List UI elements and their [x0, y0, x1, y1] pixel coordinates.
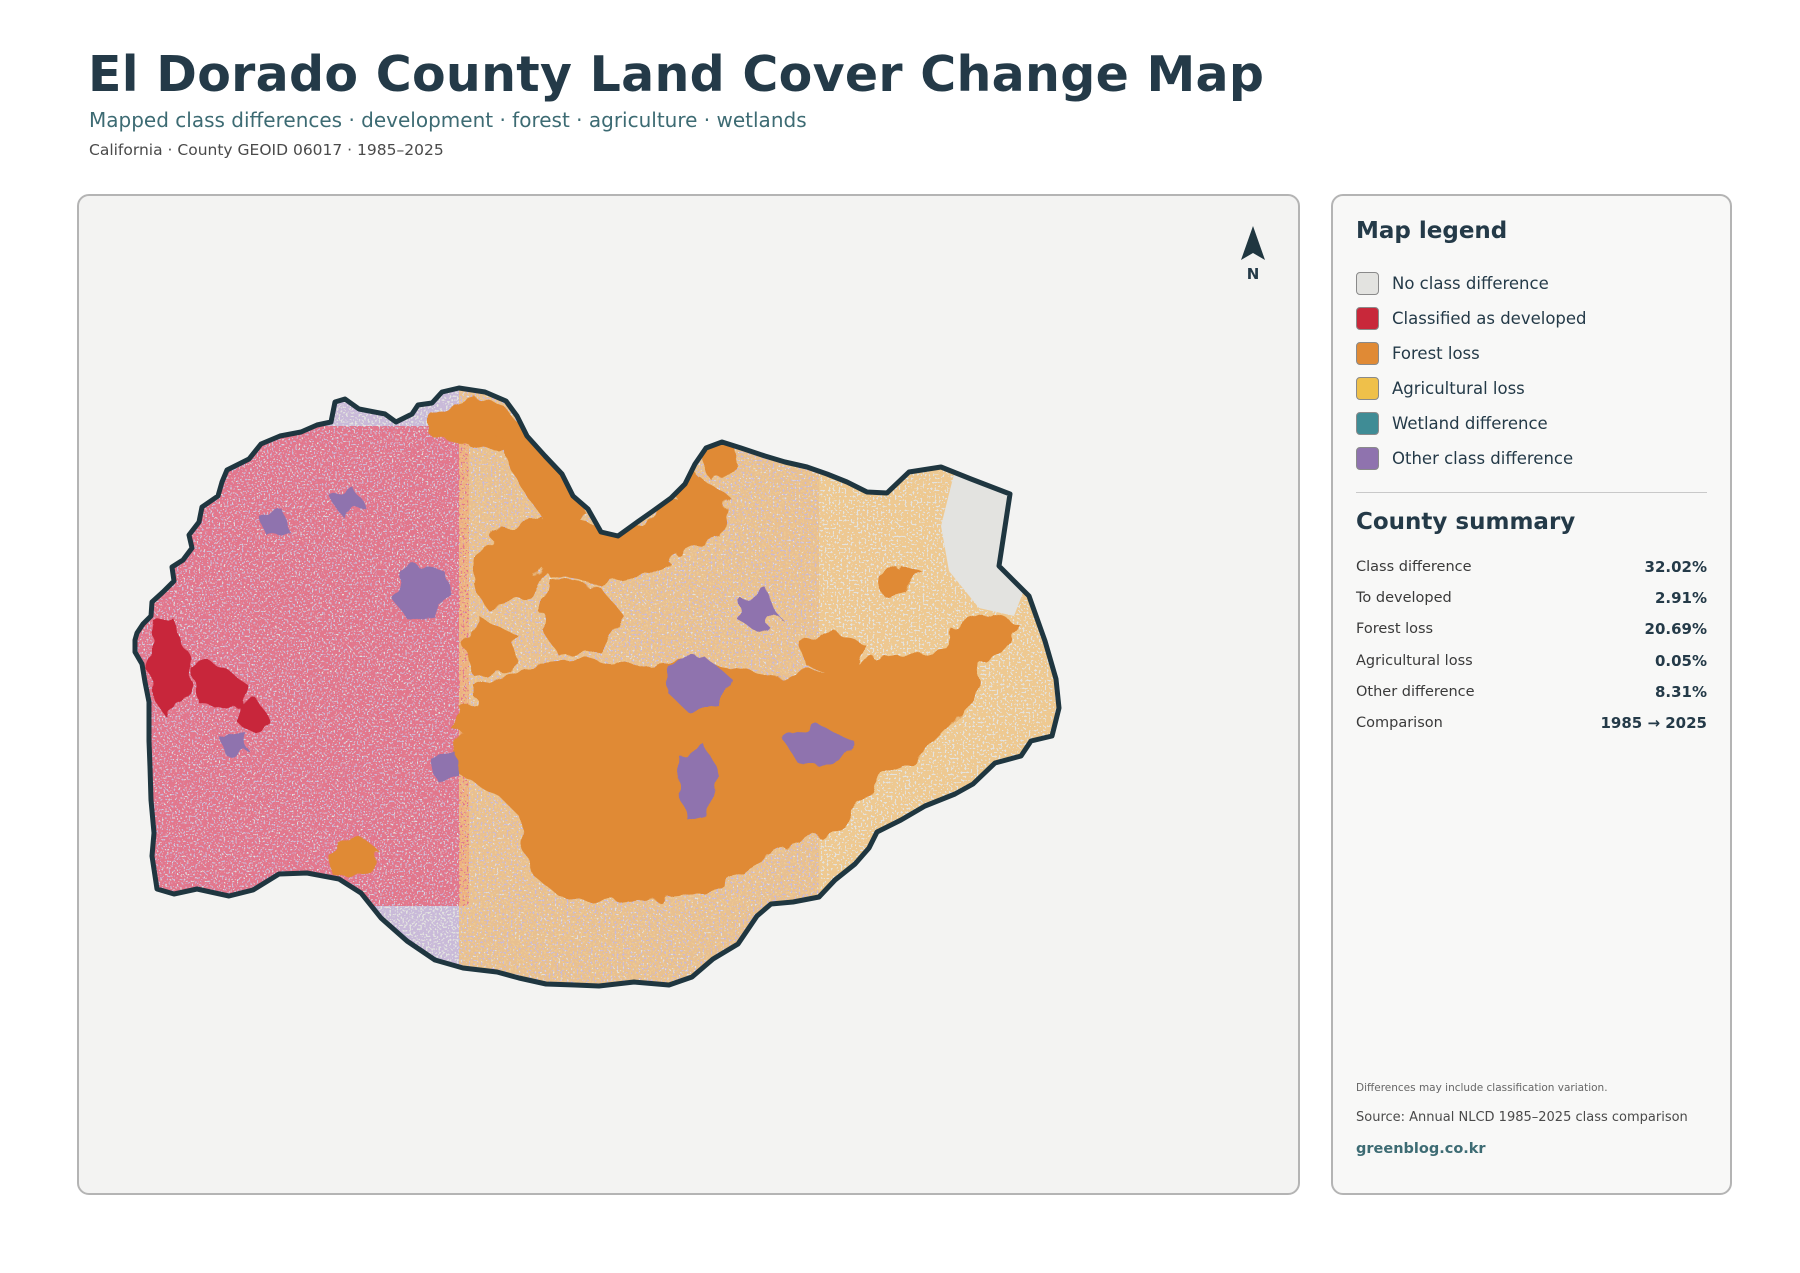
legend-label: Classified as developed [1392, 309, 1587, 328]
summary-value: 2.91% [1654, 588, 1707, 607]
legend-item-agricultural-loss: Agricultural loss [1356, 371, 1587, 406]
legend-item-wetland: Wetland difference [1356, 406, 1587, 441]
legend-item-developed: Classified as developed [1356, 301, 1587, 336]
legend-swatch-wetland [1356, 412, 1379, 435]
summary-row-forest-loss: Forest loss 20.69% [1356, 614, 1707, 645]
summary-value: 0.05% [1654, 651, 1707, 670]
developed-areas [151, 616, 269, 731]
summary-row-other-difference: Other difference 8.31% [1356, 676, 1707, 707]
summary-value: 1985 → 2025 [1600, 714, 1707, 733]
legend-swatch-other [1356, 447, 1379, 470]
legend-label: Agricultural loss [1392, 379, 1525, 398]
legend-item-no-change: No class difference [1356, 266, 1587, 301]
summary-label: To developed [1356, 589, 1452, 606]
summary-row-to-developed: To developed 2.91% [1356, 582, 1707, 613]
legend-title: Map legend [1356, 218, 1508, 244]
legend-item-other: Other class difference [1356, 441, 1587, 476]
map-panel[interactable]: N [77, 194, 1300, 1195]
legend-swatch-agricultural-loss [1356, 377, 1379, 400]
classification-note: Differences may include classification v… [1356, 1082, 1608, 1094]
legend-swatch-developed [1356, 307, 1379, 330]
other-difference-areas [219, 488, 854, 821]
summary-value: 8.31% [1654, 682, 1707, 701]
page-meta: California · County GEOID 06017 · 1985–2… [89, 141, 444, 159]
legend-panel: Map legend No class difference Classifie… [1331, 194, 1732, 1195]
legend-item-forest-loss: Forest loss [1356, 336, 1587, 371]
site-credit: greenblog.co.kr [1356, 1141, 1486, 1157]
page-subtitle: Mapped class differences · development ·… [89, 108, 807, 132]
legend-swatch-no-change [1356, 272, 1379, 295]
summary-list: Class difference 32.02% To developed 2.9… [1356, 551, 1707, 739]
summary-label: Forest loss [1356, 621, 1434, 638]
north-arrow-label: N [1246, 265, 1260, 283]
legend-list: No class difference Classified as develo… [1356, 266, 1587, 476]
summary-label: Agricultural loss [1356, 652, 1473, 669]
source-credit: Source: Annual NLCD 1985–2025 class comp… [1356, 1110, 1688, 1125]
legend-label: Forest loss [1392, 344, 1480, 363]
county-boundary [132, 385, 1062, 989]
county-map[interactable] [79, 196, 1298, 1193]
summary-value: 32.02% [1644, 557, 1707, 576]
page-title: El Dorado County Land Cover Change Map [88, 46, 1265, 103]
no-difference-east-block [941, 474, 1024, 616]
summary-title: County summary [1356, 509, 1576, 535]
summary-row-comparison: Comparison 1985 → 2025 [1356, 707, 1707, 738]
summary-value: 20.69% [1644, 620, 1707, 639]
legend-label: No class difference [1392, 274, 1549, 293]
summary-row-class-difference: Class difference 32.02% [1356, 551, 1707, 582]
north-arrow: N [1233, 226, 1273, 286]
summary-label: Comparison [1356, 715, 1443, 732]
legend-divider [1356, 492, 1707, 493]
north-arrow-icon [1241, 226, 1265, 260]
summary-label: Other difference [1356, 683, 1475, 700]
summary-row-agricultural-loss: Agricultural loss 0.05% [1356, 645, 1707, 676]
legend-label: Wetland difference [1392, 414, 1548, 433]
legend-swatch-forest-loss [1356, 342, 1379, 365]
summary-label: Class difference [1356, 558, 1472, 575]
legend-label: Other class difference [1392, 449, 1574, 468]
